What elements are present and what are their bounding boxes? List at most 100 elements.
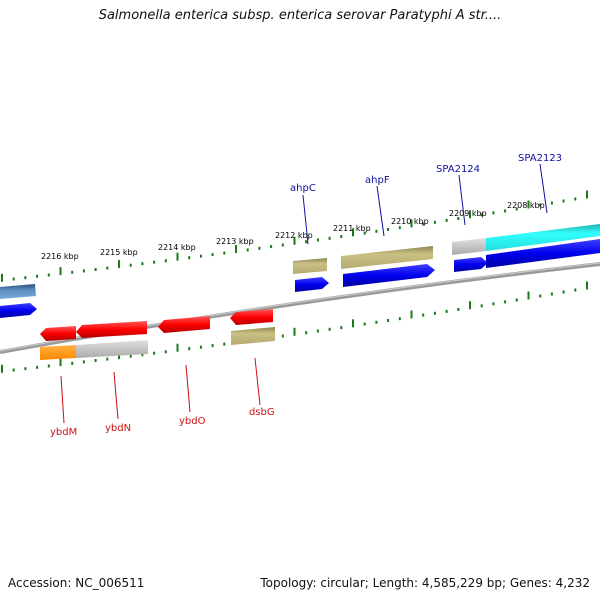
gene-arrow-SPA2123[interactable]	[486, 239, 600, 268]
minor-tick	[574, 197, 577, 201]
feature-bar[interactable]	[0, 284, 36, 299]
kbp-label: 2208 kbp	[507, 201, 545, 210]
gene-label-ybdO[interactable]: ybdO	[179, 416, 206, 427]
minor-tick	[153, 351, 156, 355]
leader-line	[302, 194, 309, 245]
feature-bar[interactable]	[341, 246, 433, 269]
reverse-features	[40, 309, 275, 360]
forward-features	[0, 224, 600, 318]
minor-tick	[47, 364, 50, 368]
minor-tick	[305, 331, 308, 335]
minor-tick	[199, 254, 202, 258]
feature-bar[interactable]	[40, 345, 76, 360]
major-tick	[352, 228, 354, 237]
minor-tick	[211, 253, 214, 257]
gene-label-ybdN[interactable]: ybdN	[105, 423, 131, 434]
minor-tick	[422, 313, 425, 317]
major-tick	[59, 267, 62, 276]
minor-tick	[199, 345, 202, 349]
leader-line	[254, 357, 261, 406]
minor-tick	[433, 311, 436, 315]
major-tick	[293, 236, 296, 245]
leader-line	[376, 185, 385, 237]
major-tick	[586, 281, 588, 290]
minor-tick	[153, 260, 156, 264]
major-tick	[1, 273, 3, 282]
minor-tick	[340, 235, 343, 239]
gene-arrow-ybdM[interactable]	[40, 326, 76, 341]
gene-arrow-dsbG[interactable]	[230, 309, 273, 325]
minor-tick	[375, 320, 378, 324]
minor-tick	[445, 218, 448, 222]
gene-label-ahpF[interactable]: ahpF	[365, 175, 390, 186]
minor-tick	[515, 298, 518, 302]
feature-bar[interactable]	[293, 258, 327, 274]
gene-arrow-ahpC[interactable]	[295, 277, 329, 292]
minor-tick	[106, 357, 109, 361]
gene-arrow-ybdN[interactable]	[76, 321, 147, 338]
minor-tick	[445, 309, 448, 313]
gene-label-ybdM[interactable]: ybdM	[50, 427, 77, 438]
gene-label-ahpC[interactable]: ahpC	[290, 183, 316, 194]
leader-line	[539, 163, 548, 214]
feature-bar[interactable]	[231, 327, 275, 345]
major-tick	[1, 364, 3, 373]
minor-tick	[94, 268, 97, 271]
major-tick	[586, 190, 588, 199]
kbp-label: 2216 kbp	[41, 252, 79, 261]
minor-tick	[492, 302, 495, 306]
minor-tick	[316, 238, 319, 242]
minor-tick	[94, 359, 97, 362]
feature-bar[interactable]	[76, 340, 148, 358]
minor-tick	[574, 288, 577, 292]
minor-tick	[457, 308, 460, 311]
minor-tick	[433, 220, 436, 224]
minor-tick	[398, 317, 401, 321]
major-tick	[527, 200, 530, 209]
gene-arrow-ybdO[interactable]	[158, 316, 210, 333]
minor-tick	[141, 262, 144, 266]
minor-tick	[82, 269, 85, 273]
leader-line	[60, 375, 65, 424]
minor-tick	[129, 263, 132, 267]
minor-tick	[36, 274, 39, 278]
minor-tick	[504, 300, 507, 304]
gene-arrow-ahpF[interactable]	[343, 264, 435, 287]
minor-tick	[550, 201, 553, 205]
minor-tick	[188, 256, 191, 260]
minor-tick	[363, 322, 366, 326]
gene-arrow[interactable]	[0, 303, 37, 318]
minor-tick	[12, 277, 15, 281]
kbp-label: 2209 kbp	[449, 209, 487, 218]
gene-label-SPA2124[interactable]: SPA2124	[436, 164, 480, 175]
gene-arrow-SPA2124[interactable]	[454, 257, 488, 272]
minor-tick	[24, 276, 27, 280]
feature-bar[interactable]	[486, 224, 600, 251]
leader-line	[113, 371, 119, 420]
gene-label-SPA2123[interactable]: SPA2123	[518, 153, 562, 164]
minor-tick	[550, 292, 553, 296]
gene-label-dsbG[interactable]: dsbG	[249, 407, 275, 418]
minor-tick	[24, 367, 27, 371]
major-tick	[527, 291, 530, 300]
minor-tick	[71, 361, 74, 365]
genome-backbone	[0, 262, 600, 354]
minor-tick	[363, 231, 366, 235]
minor-tick	[340, 326, 343, 330]
minor-tick	[270, 245, 273, 249]
map-title: Salmonella enterica subsp. enterica sero…	[98, 8, 502, 23]
minor-tick	[106, 266, 109, 270]
minor-tick	[539, 294, 542, 298]
minor-tick	[129, 354, 132, 358]
major-tick	[235, 245, 237, 253]
minor-tick	[316, 329, 319, 333]
minor-tick	[164, 259, 167, 263]
accession-text: Accession: NC_006511	[8, 576, 145, 590]
minor-tick	[328, 236, 331, 240]
minor-tick	[492, 211, 495, 215]
minor-tick	[164, 350, 167, 354]
minor-tick	[375, 229, 378, 233]
minor-tick	[457, 217, 460, 220]
feature-bar[interactable]	[452, 238, 486, 255]
